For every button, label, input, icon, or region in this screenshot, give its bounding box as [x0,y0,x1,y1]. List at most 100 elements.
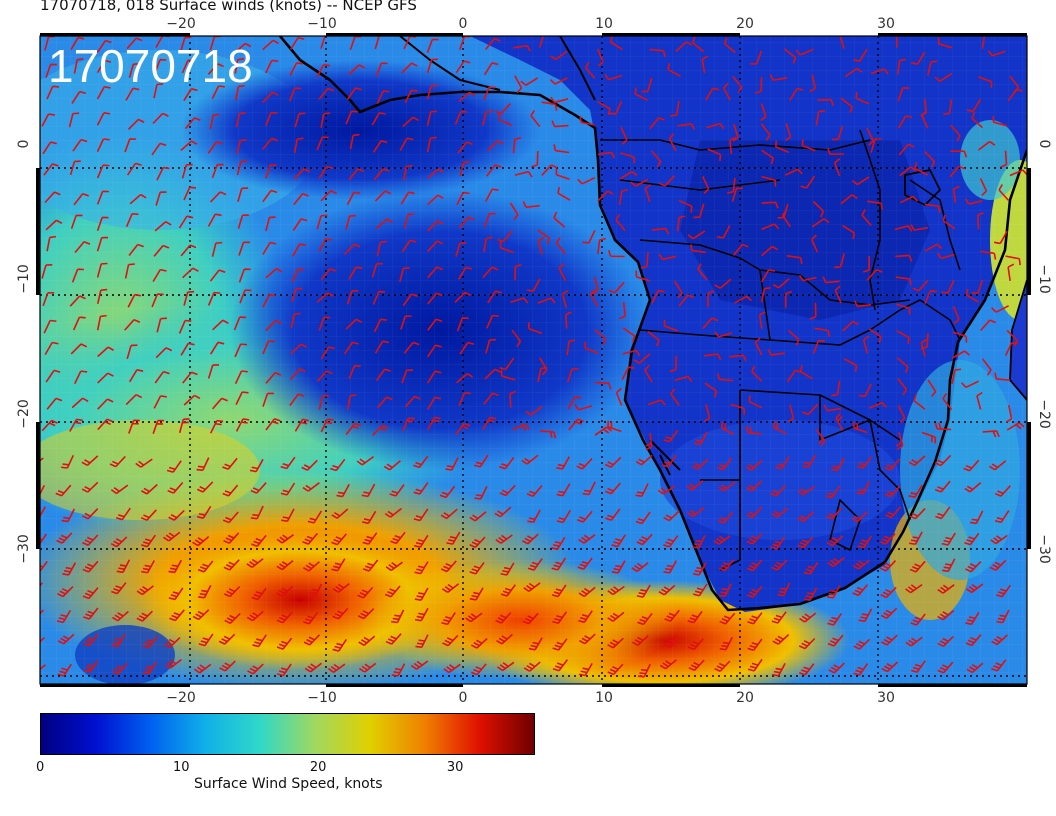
wind-barb [403,341,420,354]
wind-barb [82,534,99,546]
wind-barb [457,141,473,154]
wind-barb [97,398,114,410]
wind-barb [346,191,361,206]
wind-barb [184,117,201,130]
wind-barb [193,663,212,674]
wind-barb [965,583,984,594]
wind-barb [987,50,1006,57]
wind-barb [553,144,570,154]
wind-barb [331,508,349,519]
wind-barb [70,214,83,229]
wind-barb [633,353,651,364]
wind-barb [584,341,599,354]
wind-barb [687,230,706,240]
wind-barb [745,426,762,435]
wind-barb [96,288,108,304]
wind-barb [496,633,513,645]
wind-barb [528,637,543,651]
wind-barb [549,77,568,85]
wind-barb [320,268,337,281]
wind-barb [399,267,410,283]
wind-barb [72,316,86,331]
wind-barb [658,253,677,261]
wind-barb [168,509,185,521]
wind-barb [896,330,910,345]
wind-barb [384,507,402,518]
wind-barb [112,662,129,675]
wind-barb [223,585,241,598]
wind-barb [651,150,662,168]
wind-barb [74,241,91,254]
wind-barb [697,263,708,281]
wind-barb [621,366,635,381]
wind-barb [487,140,504,152]
wind-barb [644,364,653,383]
wind-barb [619,170,638,180]
wind-barb [111,582,127,595]
wind-barb [727,177,736,194]
axis-frame-bars [36,33,1031,687]
wind-barb [800,175,816,189]
wind-barb [291,287,303,303]
wind-barb [331,533,347,546]
wind-barb [551,557,567,571]
wind-barb [262,392,274,407]
wind-barb [647,399,666,406]
wind-barb [168,559,183,574]
y-tick-left: 0 [16,140,32,149]
wind-barb [566,339,576,356]
wind-barb [487,290,502,304]
wind-barb [291,268,305,283]
wind-barb [555,237,566,255]
wind-barb [770,484,787,497]
wind-barb [669,355,677,373]
wind-barb [72,138,88,152]
wind-barb [691,36,705,53]
wind-barb [908,455,926,466]
wind-barb [994,510,1010,524]
wind-barb [687,638,704,651]
wind-barb [303,634,321,646]
wind-barb [969,510,984,525]
wind-barb [251,587,267,601]
wind-barb [896,58,907,75]
x-ticks-bottom: −20 −10 0 10 20 30 [166,690,895,706]
wind-barb [484,37,501,50]
wind-barb [795,48,814,56]
wind-barb [495,534,513,544]
wind-barb [842,224,856,240]
wind-barb [524,683,538,699]
wind-barb [126,162,142,176]
wind-barb [964,481,982,493]
wind-barb [551,120,569,128]
wind-barb [761,175,777,187]
colorbar-tick: 30 [446,760,464,775]
wind-barb [667,63,681,77]
wind-barb [427,240,444,252]
wind-barb [372,290,386,305]
wind-barb [910,224,929,231]
wind-barb [454,422,471,436]
wind-barb [96,216,109,231]
wind-barb [537,229,551,245]
wind-barb [905,583,923,594]
wind-barb [911,51,926,65]
wind-barb [426,136,437,153]
wind-barb [578,534,596,544]
wind-barb [719,612,736,625]
wind-barb [664,609,680,622]
wind-barb [402,417,415,432]
wind-barb [348,168,365,181]
wind-barb [469,562,485,575]
wind-barb [404,213,415,229]
wind-barb [868,401,887,409]
wind-barb [998,184,1010,201]
wind-barb [289,393,305,406]
wind-barb [992,115,1008,127]
wind-barb [482,266,499,279]
wind-barb [302,611,319,625]
wind-barb [327,663,346,673]
wind-barb [852,584,869,597]
wind-barb [223,559,240,571]
wind-barb [181,59,195,74]
